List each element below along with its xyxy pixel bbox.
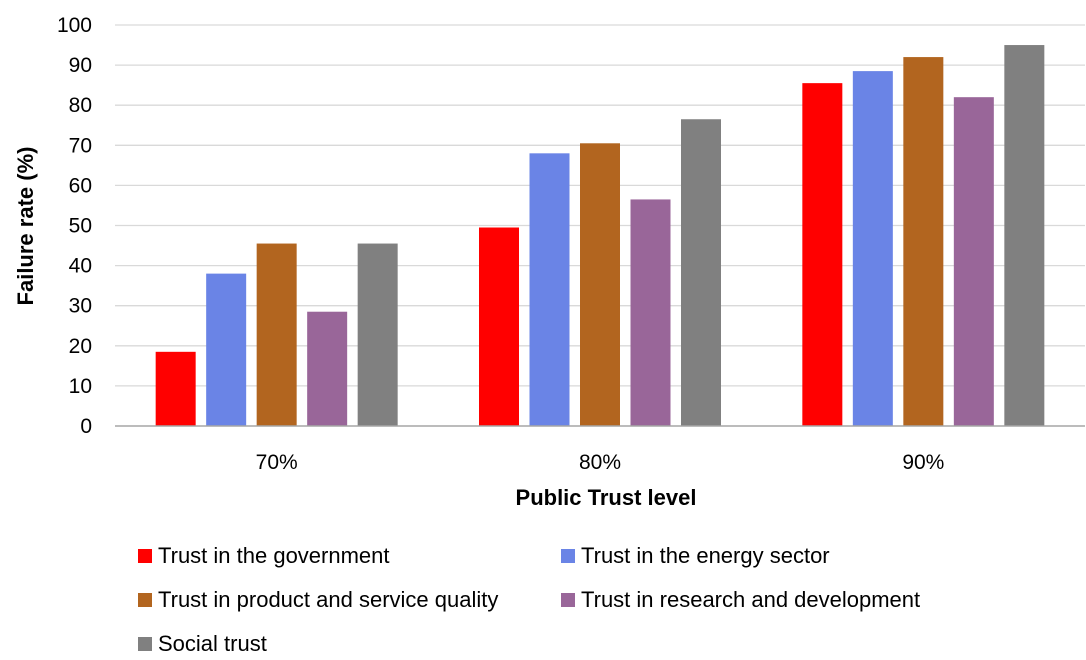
y-tick-label: 20 <box>69 335 92 358</box>
legend: Trust in the government Trust in the ener… <box>138 543 920 656</box>
bar <box>155 351 196 426</box>
bar <box>580 143 620 427</box>
bar <box>206 273 247 426</box>
y-tick-label: 80 <box>69 94 92 117</box>
bar <box>529 153 570 426</box>
bar <box>357 243 398 426</box>
y-tick-label: 70 <box>69 134 92 157</box>
y-tick-label: 10 <box>69 375 92 398</box>
legend-swatch <box>138 637 152 651</box>
bars <box>155 45 1045 427</box>
y-tick-label: 50 <box>69 215 92 238</box>
bar <box>307 311 348 426</box>
bar <box>953 97 994 427</box>
y-tick-label: 40 <box>69 255 92 278</box>
bar <box>681 119 721 427</box>
y-tick-label: 100 <box>57 14 92 37</box>
legend-swatch <box>561 593 575 607</box>
y-tick-labels: 0 10 20 30 40 50 60 70 80 90 100 <box>57 14 92 438</box>
bar <box>256 243 297 426</box>
x-tick-label: 70% <box>256 451 298 474</box>
y-tick-label: 90 <box>69 54 92 77</box>
x-tick-label: 80% <box>579 451 621 474</box>
y-tick-label: 60 <box>69 174 92 197</box>
legend-label: Trust in product and service quality <box>158 587 498 612</box>
bar <box>903 57 944 427</box>
bar <box>479 227 519 426</box>
y-axis-title: Failure rate (%) <box>13 147 38 306</box>
y-tick-label: 30 <box>69 295 92 318</box>
x-tick-labels: 70% 80% 90% <box>256 451 945 474</box>
legend-swatch <box>561 549 575 563</box>
x-axis-title: Public Trust level <box>516 485 697 510</box>
legend-label: Trust in the energy sector <box>581 543 830 568</box>
legend-label: Social trust <box>158 631 267 656</box>
legend-swatch <box>138 593 152 607</box>
x-tick-label: 90% <box>902 451 944 474</box>
legend-label: Trust in research and development <box>581 587 920 612</box>
bar <box>852 71 893 427</box>
legend-label: Trust in the government <box>158 543 390 568</box>
legend-swatch <box>138 549 152 563</box>
bar <box>1004 45 1045 427</box>
bar <box>802 83 843 427</box>
bar <box>630 199 671 426</box>
y-tick-label: 0 <box>80 415 92 438</box>
